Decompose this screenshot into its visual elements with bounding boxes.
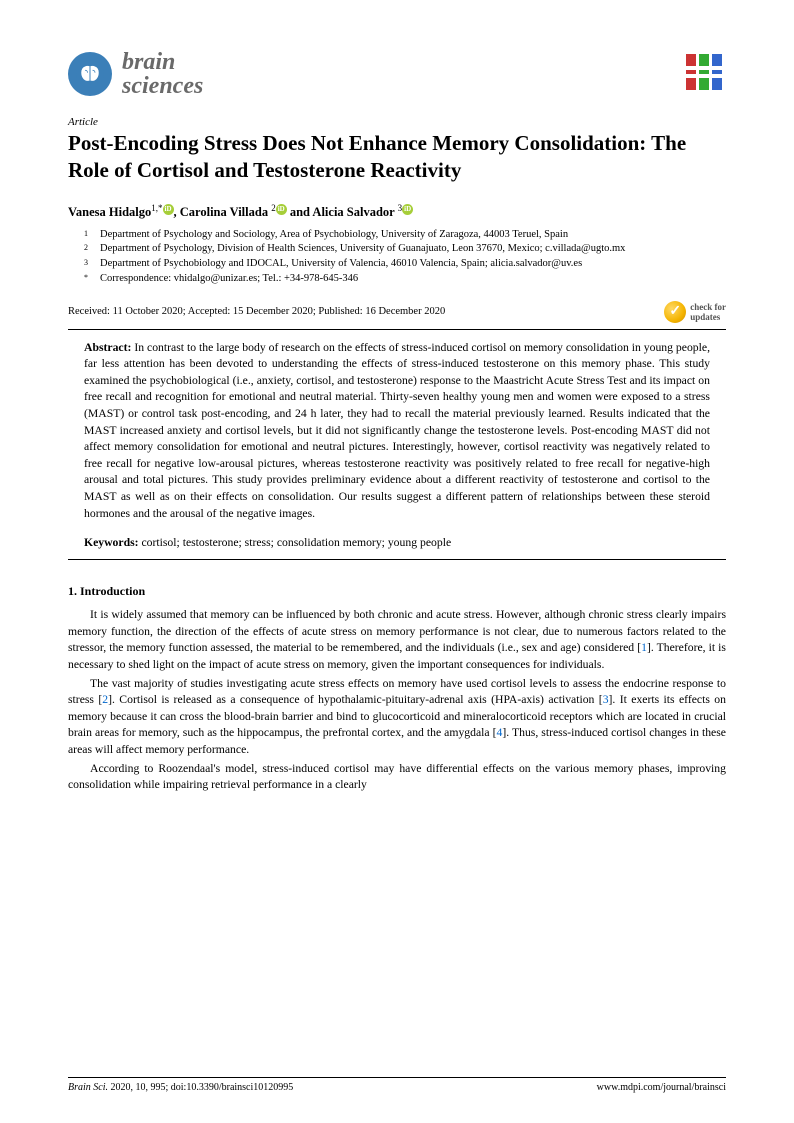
journal-logo-text: brain sciences (122, 50, 203, 98)
body-paragraph: It is widely assumed that memory can be … (68, 607, 726, 673)
keywords-label: Keywords: (84, 536, 139, 549)
section-heading: 1. Introduction (68, 584, 726, 599)
abstract-text: In contrast to the large body of researc… (84, 341, 710, 520)
author-2: , Carolina Villada (174, 205, 269, 219)
article-title: Post-Encoding Stress Does Not Enhance Me… (68, 130, 726, 185)
publication-dates: Received: 11 October 2020; Accepted: 15 … (68, 306, 445, 317)
authors-line: Vanesa Hidalgo1,*iD, Carolina Villada 2i… (68, 203, 726, 220)
body-paragraph: According to Roozendaal's model, stress-… (68, 761, 726, 794)
separator-line (68, 329, 726, 330)
page-footer: Brain Sci. 2020, 10, 995; doi:10.3390/br… (68, 1077, 726, 1093)
journal-name-line2: sciences (122, 74, 203, 98)
orcid-icon: iD (163, 204, 174, 215)
dates-row: Received: 11 October 2020; Accepted: 15 … (68, 301, 726, 323)
author-3: and Alicia Salvador (287, 205, 395, 219)
journal-name-line1: brain (122, 50, 203, 74)
orcid-icon: iD (276, 204, 287, 215)
abstract-block: Abstract: In contrast to the large body … (84, 340, 710, 523)
footer-citation: Brain Sci. 2020, 10, 995; doi:10.3390/br… (68, 1082, 293, 1093)
affiliation-2: Department of Psychology, Division of He… (100, 242, 625, 257)
correspondence: Correspondence: vhidalgo@unizar.es; Tel.… (100, 272, 358, 287)
check-icon: ✓ (664, 301, 686, 323)
article-type: Article (68, 116, 726, 128)
author-1: Vanesa Hidalgo (68, 205, 151, 219)
affiliation-3: Department of Psychobiology and IDOCAL, … (100, 257, 582, 272)
journal-logo-icon (68, 52, 112, 96)
journal-logo-row: brain sciences (68, 50, 726, 98)
keywords-block: Keywords: cortisol; testosterone; stress… (84, 536, 710, 549)
footer-url[interactable]: www.mdpi.com/journal/brainsci (597, 1082, 726, 1093)
affiliations-block: 1Department of Psychology and Sociology,… (84, 228, 726, 287)
brain-icon (75, 59, 105, 89)
orcid-icon: iD (402, 204, 413, 215)
body-paragraph: The vast majority of studies investigati… (68, 676, 726, 759)
affiliation-1: Department of Psychology and Sociology, … (100, 228, 568, 243)
separator-line (68, 559, 726, 560)
mdpi-logo-icon (682, 50, 726, 94)
keywords-text: cortisol; testosterone; stress; consolid… (141, 536, 451, 549)
abstract-label: Abstract: (84, 341, 131, 354)
check-updates-badge[interactable]: ✓ check for updates (664, 301, 726, 323)
